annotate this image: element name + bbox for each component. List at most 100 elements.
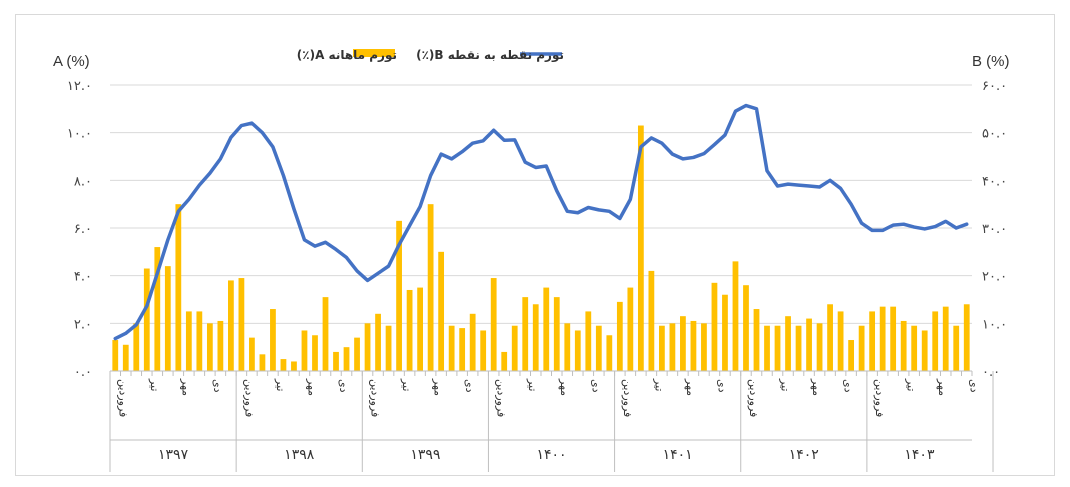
bar <box>343 347 350 371</box>
bar <box>112 340 119 371</box>
month-label: تیر <box>526 378 539 391</box>
bar <box>469 313 476 371</box>
x-axis: فروردین تیر مهر دی ۱۳۹۷ فروردین تیر مهر دی ۱۳۹۸ فر… <box>109 370 994 472</box>
left-axis-ticks: ۰.۰ ۲.۰ ۴.۰ ۶.۰ ۸.۰ ۱۰.۰ ۱۲.۰ <box>67 79 92 380</box>
bar <box>228 280 234 371</box>
line-point <box>881 229 884 232</box>
line-point <box>776 184 779 188</box>
bar <box>627 287 634 371</box>
bar <box>459 328 466 371</box>
right-axis-ticks: ۰.۰ ۱۰.۰ ۲۰.۰ ۳۰.۰ ۴۰.۰ ۵۰.۰ ۶۰.۰ <box>982 79 1007 380</box>
bar <box>175 204 182 371</box>
left-axis-title: A (%) <box>53 53 90 70</box>
bar <box>396 220 402 371</box>
left-tick-label: ۱۲.۰ <box>67 79 92 94</box>
month-label: تیر <box>905 378 918 391</box>
bar <box>701 323 707 371</box>
line-point <box>723 133 727 137</box>
bar <box>953 325 960 371</box>
bar <box>827 304 833 371</box>
line-point <box>870 229 874 232</box>
right-tick-label: ۳۰.۰ <box>982 222 1007 237</box>
line-point <box>934 225 937 228</box>
bar <box>448 325 455 371</box>
left-tick-label: ۱۰.۰ <box>67 127 92 142</box>
bar <box>774 325 781 371</box>
month-label: فروردین <box>747 379 760 417</box>
line-point <box>955 226 958 230</box>
bar <box>659 325 665 371</box>
month-label: مهر <box>684 378 697 396</box>
bar <box>133 323 140 371</box>
month-label: مهر <box>810 378 823 396</box>
line-point <box>429 174 432 177</box>
bar <box>858 325 865 371</box>
bar <box>963 304 970 371</box>
bar <box>312 335 318 371</box>
line-point <box>124 332 127 335</box>
line-point <box>439 152 443 156</box>
bar <box>322 297 329 371</box>
line-point <box>923 227 926 231</box>
bar <box>417 287 423 371</box>
bar <box>764 325 770 371</box>
bar <box>585 311 592 371</box>
line-point <box>292 207 296 211</box>
line-point <box>671 152 674 156</box>
line-point <box>208 171 212 175</box>
bar <box>385 325 392 371</box>
bar <box>785 316 791 371</box>
line-point <box>839 187 842 190</box>
bar <box>564 323 571 371</box>
month-label: تیر <box>779 378 792 391</box>
line-point <box>618 217 622 220</box>
line-point <box>408 224 411 227</box>
chart-frame: ۰.۰ ۲.۰ ۴.۰ ۶.۰ ۸.۰ ۱۰.۰ ۱۲.۰ ۰.۰ ۱۰.۰ ۲۰.۰ ۳۰.۰ ۴… <box>15 14 1055 476</box>
line-point <box>471 141 474 145</box>
bar <box>869 311 876 371</box>
month-label: تیر <box>148 378 161 391</box>
line-point <box>555 189 558 193</box>
bar <box>806 318 812 371</box>
month-label: دی <box>337 379 350 393</box>
month-label: مهر <box>558 378 571 396</box>
bar <box>270 309 276 371</box>
month-label: فروردین <box>621 379 634 417</box>
line-point <box>240 124 243 127</box>
year-label: ۱۴۰۱ <box>663 447 693 463</box>
month-label: مهر <box>305 378 318 396</box>
bar <box>606 335 613 371</box>
bar <box>480 330 487 371</box>
line-point <box>345 256 348 259</box>
bar <box>616 301 623 371</box>
month-label: مهر <box>179 378 192 396</box>
line-point <box>965 222 968 226</box>
month-label: تیر <box>274 378 287 391</box>
bar <box>690 320 697 371</box>
bar <box>249 337 255 371</box>
bar <box>238 278 245 371</box>
chart-svg: ۰.۰ ۲.۰ ۴.۰ ۶.۰ ۸.۰ ۱۰.۰ ۱۲.۰ ۰.۰ ۱۰.۰ ۲۰.۰ ۳۰.۰ ۴… <box>53 48 1010 472</box>
year-label: ۱۴۰۲ <box>789 447 819 463</box>
line-point <box>797 183 800 187</box>
line-point <box>702 152 706 155</box>
bar <box>511 325 518 371</box>
legend-label-b: تورم نقطه به نقطه B(٪) <box>416 48 564 63</box>
legend-swatch-bar <box>353 49 395 57</box>
line-point <box>818 185 821 189</box>
bar <box>196 311 203 371</box>
line-point <box>177 210 180 213</box>
line-point <box>744 104 748 107</box>
bar <box>406 289 413 371</box>
bar <box>206 323 213 371</box>
left-tick-label: ۰.۰ <box>74 365 92 380</box>
line-point <box>135 323 138 326</box>
line-point <box>587 206 590 209</box>
line-point <box>692 156 695 159</box>
line-point <box>450 157 453 161</box>
bar <box>427 204 434 371</box>
line-point <box>608 210 611 213</box>
bar <box>259 354 266 371</box>
line-point <box>639 145 643 149</box>
bar <box>879 306 886 371</box>
